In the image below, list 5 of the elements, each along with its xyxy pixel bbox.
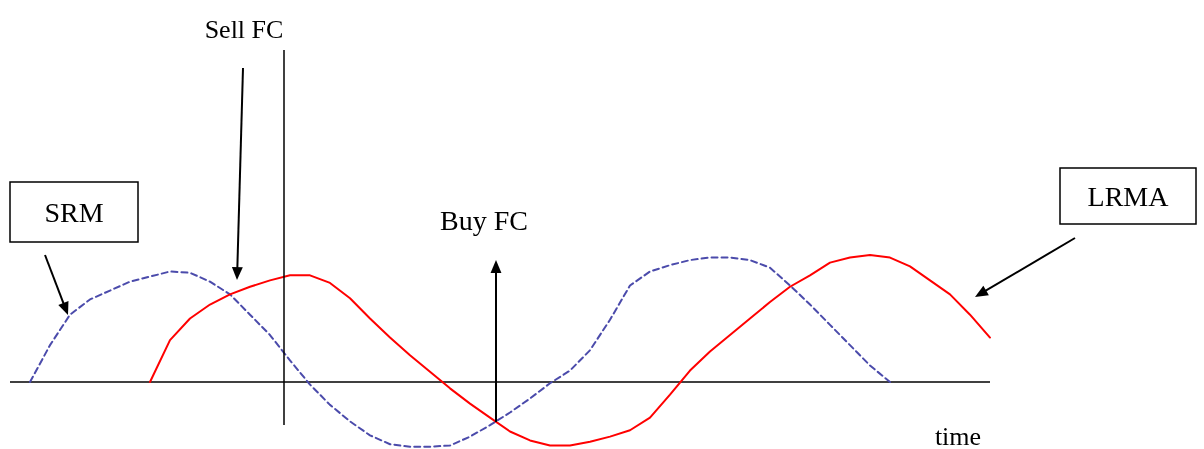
text: SRM [44,197,104,228]
x-axis-title: time [934,422,982,449]
text: Sell FC [204,15,284,44]
text: LRMA [1087,181,1170,212]
text: Buy FC [440,205,528,236]
